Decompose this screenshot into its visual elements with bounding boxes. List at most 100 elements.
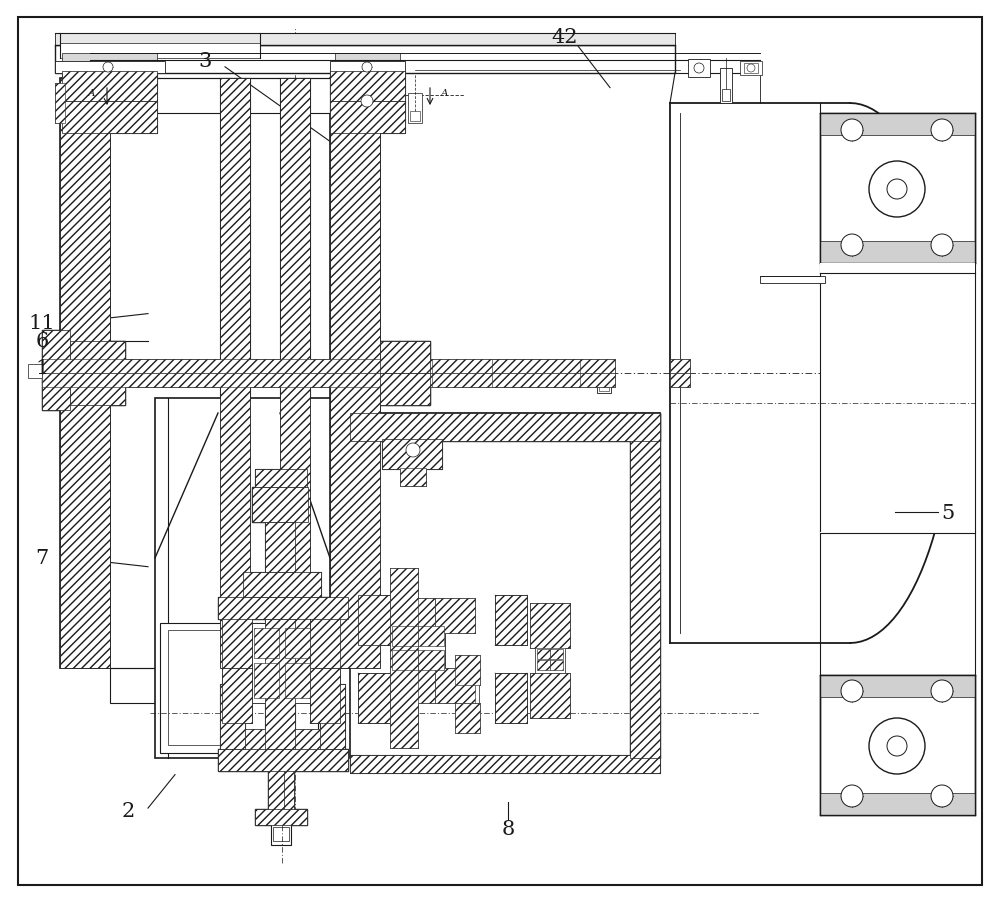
Bar — [62, 102, 157, 134]
Bar — [70, 374, 125, 405]
Bar — [245, 730, 320, 749]
Bar — [330, 102, 405, 134]
Circle shape — [931, 120, 953, 142]
Bar — [382, 440, 442, 470]
Bar — [740, 62, 762, 76]
Bar — [380, 341, 430, 405]
Circle shape — [362, 63, 372, 73]
Bar — [110, 79, 330, 114]
Bar — [243, 573, 321, 598]
Bar — [110, 668, 330, 703]
Bar — [390, 568, 418, 749]
Bar — [380, 341, 430, 374]
Bar — [350, 755, 660, 773]
Bar — [252, 623, 310, 703]
Bar — [382, 440, 442, 470]
Circle shape — [747, 65, 755, 73]
Bar — [358, 595, 390, 646]
Bar — [392, 627, 418, 647]
Text: 42: 42 — [552, 28, 578, 48]
Bar — [670, 359, 690, 374]
Bar — [358, 674, 390, 723]
Bar — [530, 674, 570, 718]
Bar — [335, 54, 400, 62]
Bar — [535, 647, 565, 674]
Bar — [820, 675, 975, 815]
Bar — [400, 469, 426, 487]
Bar — [218, 749, 348, 771]
Bar — [42, 374, 582, 387]
Text: 8: 8 — [501, 819, 515, 839]
Circle shape — [841, 680, 863, 703]
Bar — [390, 568, 418, 749]
Circle shape — [869, 162, 925, 218]
Bar — [220, 79, 250, 668]
Bar — [410, 112, 420, 122]
Bar — [760, 276, 825, 284]
Bar — [252, 488, 308, 523]
Bar — [55, 84, 65, 124]
Bar — [380, 341, 430, 374]
Text: 6: 6 — [35, 331, 49, 351]
Bar — [255, 809, 307, 825]
Bar — [284, 759, 294, 813]
Bar — [630, 414, 660, 759]
Bar — [340, 79, 395, 129]
Bar — [55, 34, 675, 46]
Bar — [418, 650, 444, 670]
Bar — [254, 628, 279, 658]
Bar — [310, 668, 340, 723]
Text: 3: 3 — [198, 51, 212, 71]
Bar — [597, 369, 611, 394]
Bar — [222, 668, 252, 723]
Bar — [455, 656, 480, 685]
Bar — [255, 470, 307, 488]
Bar — [550, 660, 563, 670]
Text: 2: 2 — [121, 801, 135, 821]
Bar — [722, 90, 730, 102]
Bar — [456, 684, 479, 703]
Bar — [495, 595, 527, 646]
Bar — [330, 72, 405, 102]
Text: 7: 7 — [35, 548, 49, 568]
Bar — [220, 684, 245, 749]
Bar — [55, 46, 675, 74]
Bar — [330, 79, 380, 668]
Bar — [285, 628, 310, 658]
Bar — [255, 809, 307, 825]
Bar — [537, 649, 550, 659]
Bar — [168, 630, 273, 745]
Bar — [670, 359, 690, 387]
Bar — [820, 264, 975, 534]
Bar — [380, 374, 430, 405]
Bar — [62, 72, 157, 102]
Text: A: A — [88, 88, 96, 98]
Bar — [435, 668, 475, 703]
Bar — [222, 613, 252, 668]
Bar — [392, 650, 418, 670]
Bar — [395, 599, 435, 633]
Bar — [268, 759, 294, 813]
Bar — [220, 79, 250, 668]
Bar — [530, 603, 570, 648]
Bar — [55, 62, 165, 74]
Circle shape — [931, 785, 953, 807]
Circle shape — [694, 64, 704, 74]
Bar — [395, 599, 435, 633]
Bar — [820, 242, 975, 264]
Bar — [744, 64, 758, 74]
Bar — [432, 359, 492, 387]
Bar — [670, 374, 690, 387]
Circle shape — [931, 680, 953, 703]
Bar — [435, 599, 475, 633]
Bar — [60, 79, 110, 668]
Bar — [400, 469, 426, 487]
Bar — [580, 359, 615, 387]
Bar — [220, 684, 245, 749]
Bar — [42, 370, 70, 411]
Bar — [310, 613, 340, 668]
Circle shape — [841, 235, 863, 256]
Bar — [432, 374, 492, 387]
Bar — [435, 599, 475, 633]
Bar — [350, 414, 660, 442]
